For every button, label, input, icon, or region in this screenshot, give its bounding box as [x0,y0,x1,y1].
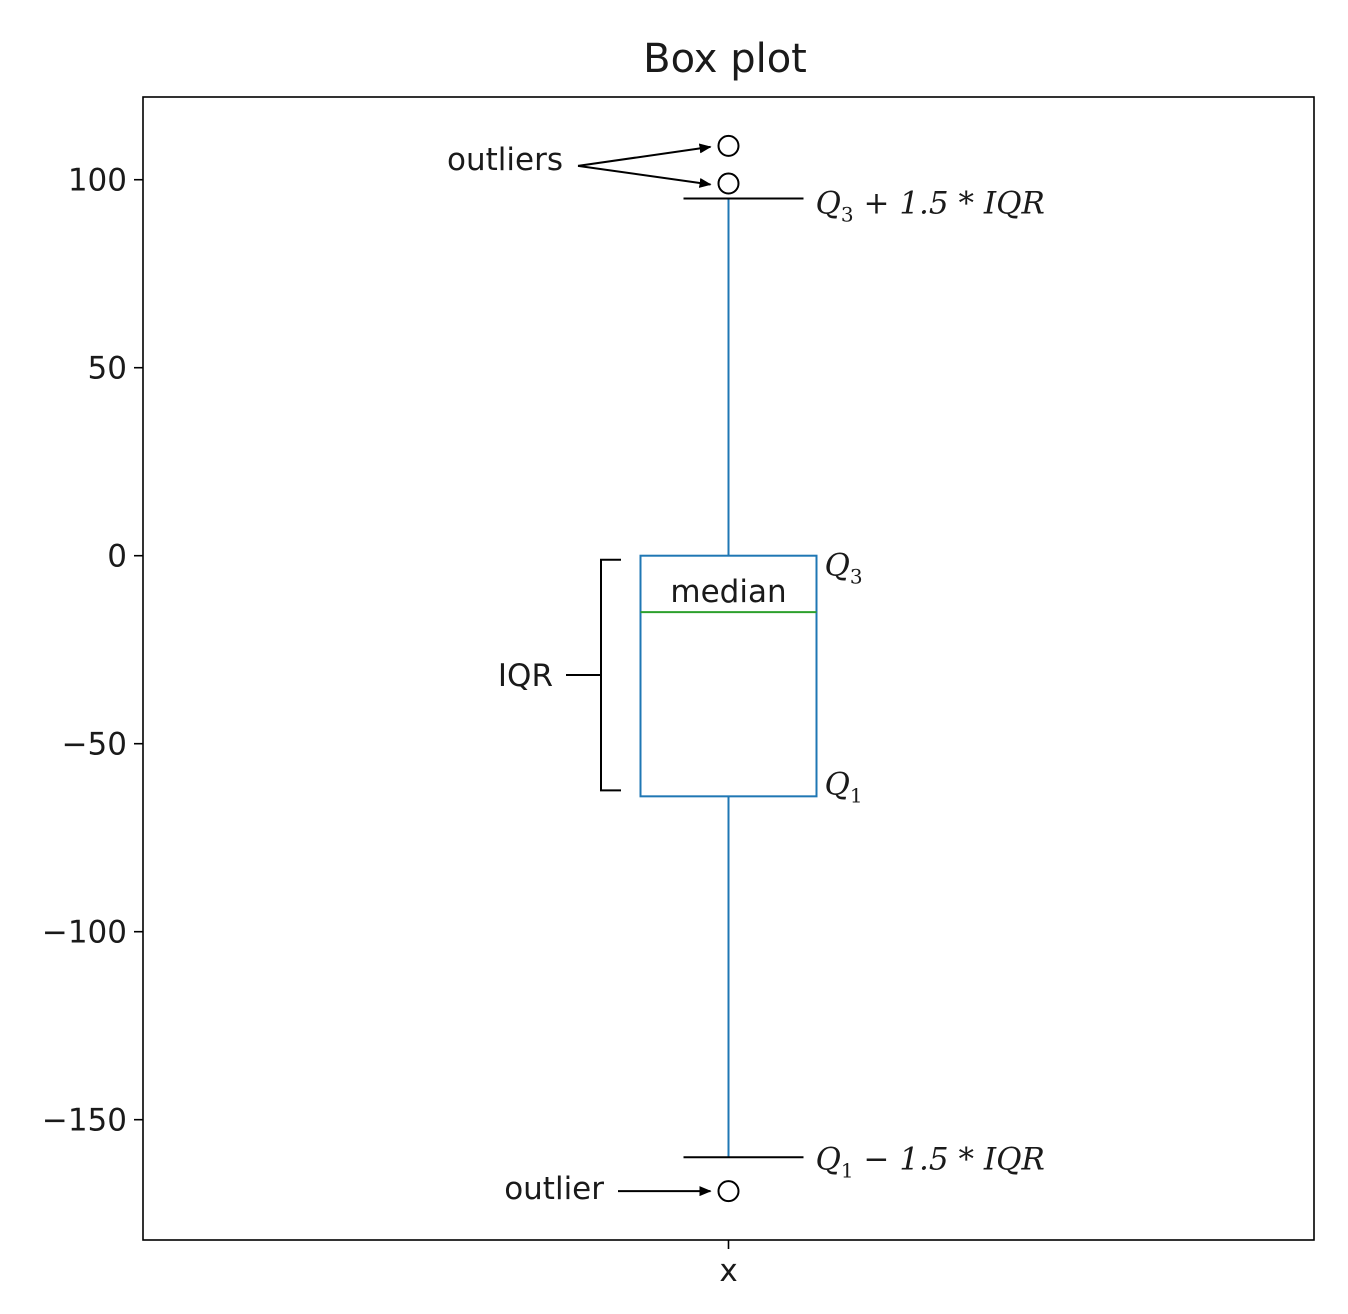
y-axis: 100 50 0 −50 −100 −150 [42,163,143,1139]
outlier-arrow [577,143,712,167]
outlier-arrow [577,164,712,188]
iqr-label: IQR [498,658,553,694]
y-tick-label: 0 [107,539,127,575]
x-tick-label: x [719,1253,737,1289]
iqr-bracket [600,558,621,792]
outlier-point [717,1180,740,1203]
annotations: outliers outlier median IQR Q3 Q1 Q3 + 1.5 * I… [447,142,1045,1207]
chart-title: Box plot [643,36,807,82]
x-axis: x [719,1240,738,1289]
y-tick-label: −150 [42,1103,127,1139]
median-label: median [670,574,786,610]
lower-fence-label: Q1 − 1.5 * IQR [816,1141,1045,1182]
outlier-point [717,134,740,157]
q1-label: Q1 [825,766,863,807]
outliers-label: outliers [447,142,563,178]
iqr-box [639,554,818,798]
box-plot-series [639,134,818,1203]
y-tick-label: 50 [88,351,127,387]
upper-fence-label: Q3 + 1.5 * IQR [816,186,1045,227]
outlier-label: outlier [504,1171,604,1207]
y-tick-label: −50 [62,727,127,763]
y-tick-label: −100 [42,915,127,951]
q3-label: Q3 [825,548,863,589]
y-tick-label: 100 [68,163,127,199]
outlier-point [717,172,740,195]
